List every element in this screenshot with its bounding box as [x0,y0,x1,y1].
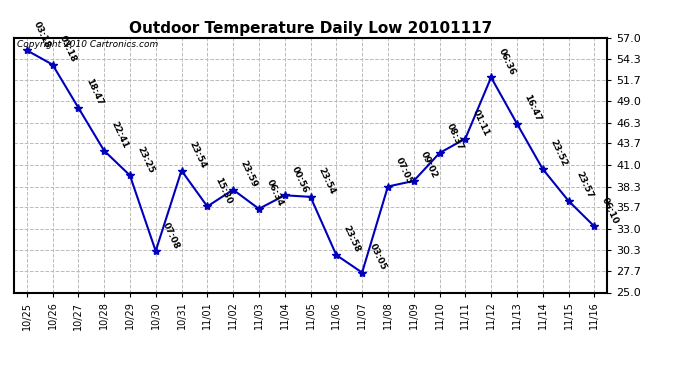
Text: 00:56: 00:56 [290,165,310,195]
Text: 15:30: 15:30 [213,176,233,206]
Text: Copyright 2010 Cartronics.com: Copyright 2010 Cartronics.com [17,40,158,49]
Text: 03:05: 03:05 [368,242,388,272]
Text: 23:59: 23:59 [239,159,259,189]
Text: 23:57: 23:57 [574,170,594,200]
Text: 23:52: 23:52 [549,138,569,168]
Text: 23:25: 23:25 [135,145,156,175]
Text: 03:18: 03:18 [32,20,52,50]
Text: 22:41: 22:41 [110,120,130,150]
Text: 18:47: 18:47 [84,77,104,107]
Text: 07:08: 07:08 [161,220,181,250]
Text: 16:47: 16:47 [522,93,543,123]
Text: 08:37: 08:37 [445,123,465,152]
Text: 23:54: 23:54 [316,166,336,196]
Title: Outdoor Temperature Daily Low 20101117: Outdoor Temperature Daily Low 20101117 [129,21,492,36]
Text: 23:58: 23:58 [342,225,362,254]
Text: 23:54: 23:54 [187,140,208,170]
Text: 06:36: 06:36 [497,47,517,76]
Text: 03:18: 03:18 [58,34,78,64]
Text: 01:11: 01:11 [471,108,491,138]
Text: 09:02: 09:02 [420,150,440,180]
Text: 06:34: 06:34 [264,178,285,208]
Text: 07:05: 07:05 [393,156,414,186]
Text: 06:10: 06:10 [600,196,620,226]
